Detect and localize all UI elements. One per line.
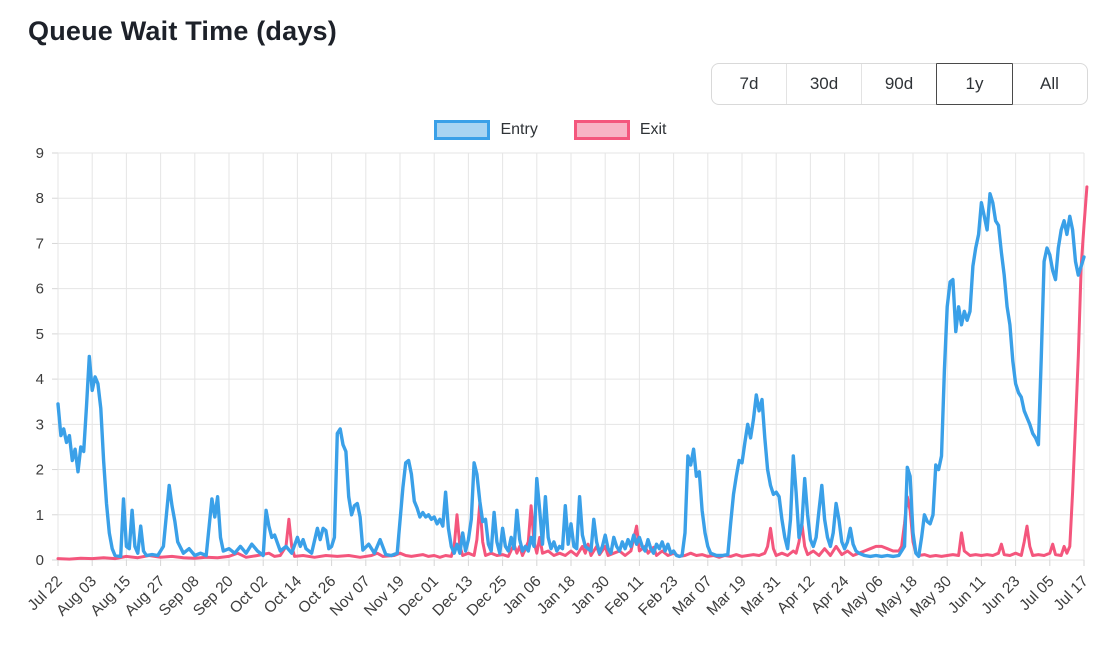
y-axis-tick-label: 5 — [36, 326, 44, 343]
range-button-7d[interactable]: 7d — [712, 64, 787, 104]
exit-line — [56, 185, 1089, 561]
entry-swatch-icon — [434, 120, 491, 140]
y-axis-tick-label: 4 — [36, 371, 44, 388]
x-axis-tick-label: Jun 23 — [978, 573, 1023, 618]
exit-swatch-icon — [573, 120, 630, 140]
range-button-30d[interactable]: 30d — [787, 64, 862, 104]
entry-line — [56, 192, 1086, 559]
y-axis-tick-label: 1 — [36, 507, 44, 524]
y-axis-tick-label: 8 — [36, 190, 44, 207]
legend-label-exit: Exit — [639, 121, 667, 138]
y-axis-tick-label: 3 — [36, 416, 44, 433]
legend-item-exit[interactable]: Exit — [573, 120, 667, 140]
x-axis-tick-label: Oct 02 — [227, 573, 271, 617]
x-axis-tick-label: Jul 17 — [1051, 573, 1092, 614]
range-button-1y[interactable]: 1y — [936, 63, 1013, 105]
range-button-90d[interactable]: 90d — [862, 64, 937, 104]
page-title: Queue Wait Time (days) — [28, 16, 337, 46]
y-axis-tick-label: 0 — [36, 552, 44, 569]
time-range-button-group: 7d 30d 90d 1y All — [711, 63, 1088, 105]
legend-item-entry[interactable]: Entry — [434, 120, 538, 140]
x-axis-tick-label: Oct 14 — [261, 573, 306, 618]
y-axis-tick-label: 6 — [36, 281, 44, 298]
legend-label-entry: Entry — [500, 121, 538, 138]
y-axis-tick-label: 2 — [36, 462, 44, 479]
x-axis-tick-label: Apr 12 — [774, 573, 818, 617]
range-button-all[interactable]: All — [1012, 64, 1087, 104]
x-axis-tick-label: Mar 31 — [738, 573, 784, 619]
y-axis-tick-label: 7 — [36, 235, 44, 252]
x-axis-tick-label: Jul 05 — [1016, 573, 1057, 614]
chart-legend: Entry Exit — [0, 120, 1101, 140]
y-axis-tick-label: 9 — [36, 145, 44, 162]
